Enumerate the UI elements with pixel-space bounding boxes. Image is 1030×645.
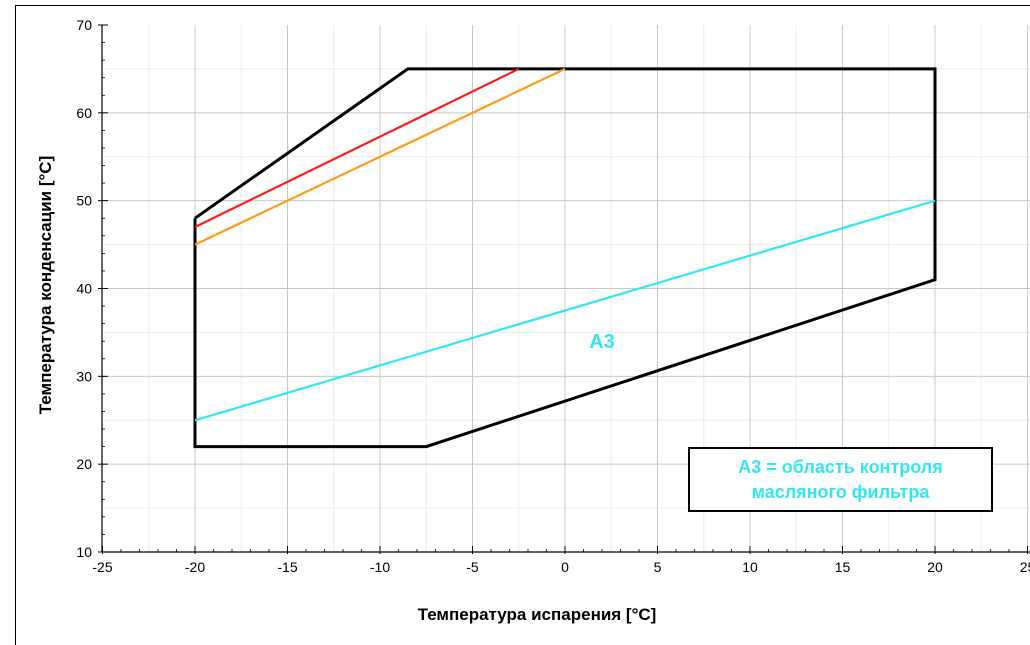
- y-tick-label: 20: [76, 456, 92, 472]
- x-tick-label: -5: [466, 559, 479, 575]
- y-tick-label: 10: [76, 544, 92, 560]
- x-axis-title: Температура испарения [°C]: [418, 605, 657, 624]
- x-tick-label: 15: [835, 559, 851, 575]
- x-tick-label: 5: [654, 559, 662, 575]
- series-line-3: [194, 67, 566, 246]
- x-tick-label: -20: [185, 559, 205, 575]
- series-line-1: [193, 67, 937, 449]
- x-tick-label: -10: [370, 559, 390, 575]
- y-tick-label: 60: [76, 105, 92, 121]
- x-tick-label: 20: [927, 559, 943, 575]
- y-tick-label: 40: [76, 281, 92, 297]
- y-tick-label: 70: [76, 17, 92, 33]
- x-tick-label: -25: [92, 559, 112, 575]
- x-tick-label: 10: [742, 559, 758, 575]
- legend-box: A3 = область контроля масляного фильтра: [688, 447, 993, 512]
- y-axis-title: Температура конденсации [°C]: [36, 156, 55, 415]
- y-tick-label: 50: [76, 193, 92, 209]
- x-tick-label: 25: [1020, 559, 1030, 575]
- series-line-4: [194, 199, 936, 422]
- x-tick-label: 0: [561, 559, 569, 575]
- chart-frame: [15, 5, 1030, 645]
- legend-text: A3 = область контроля масляного фильтра: [738, 456, 943, 502]
- series-line-2: [194, 67, 520, 228]
- x-tick-label: -15: [277, 559, 297, 575]
- region-label: A3: [589, 331, 615, 353]
- y-tick-label: 30: [76, 368, 92, 384]
